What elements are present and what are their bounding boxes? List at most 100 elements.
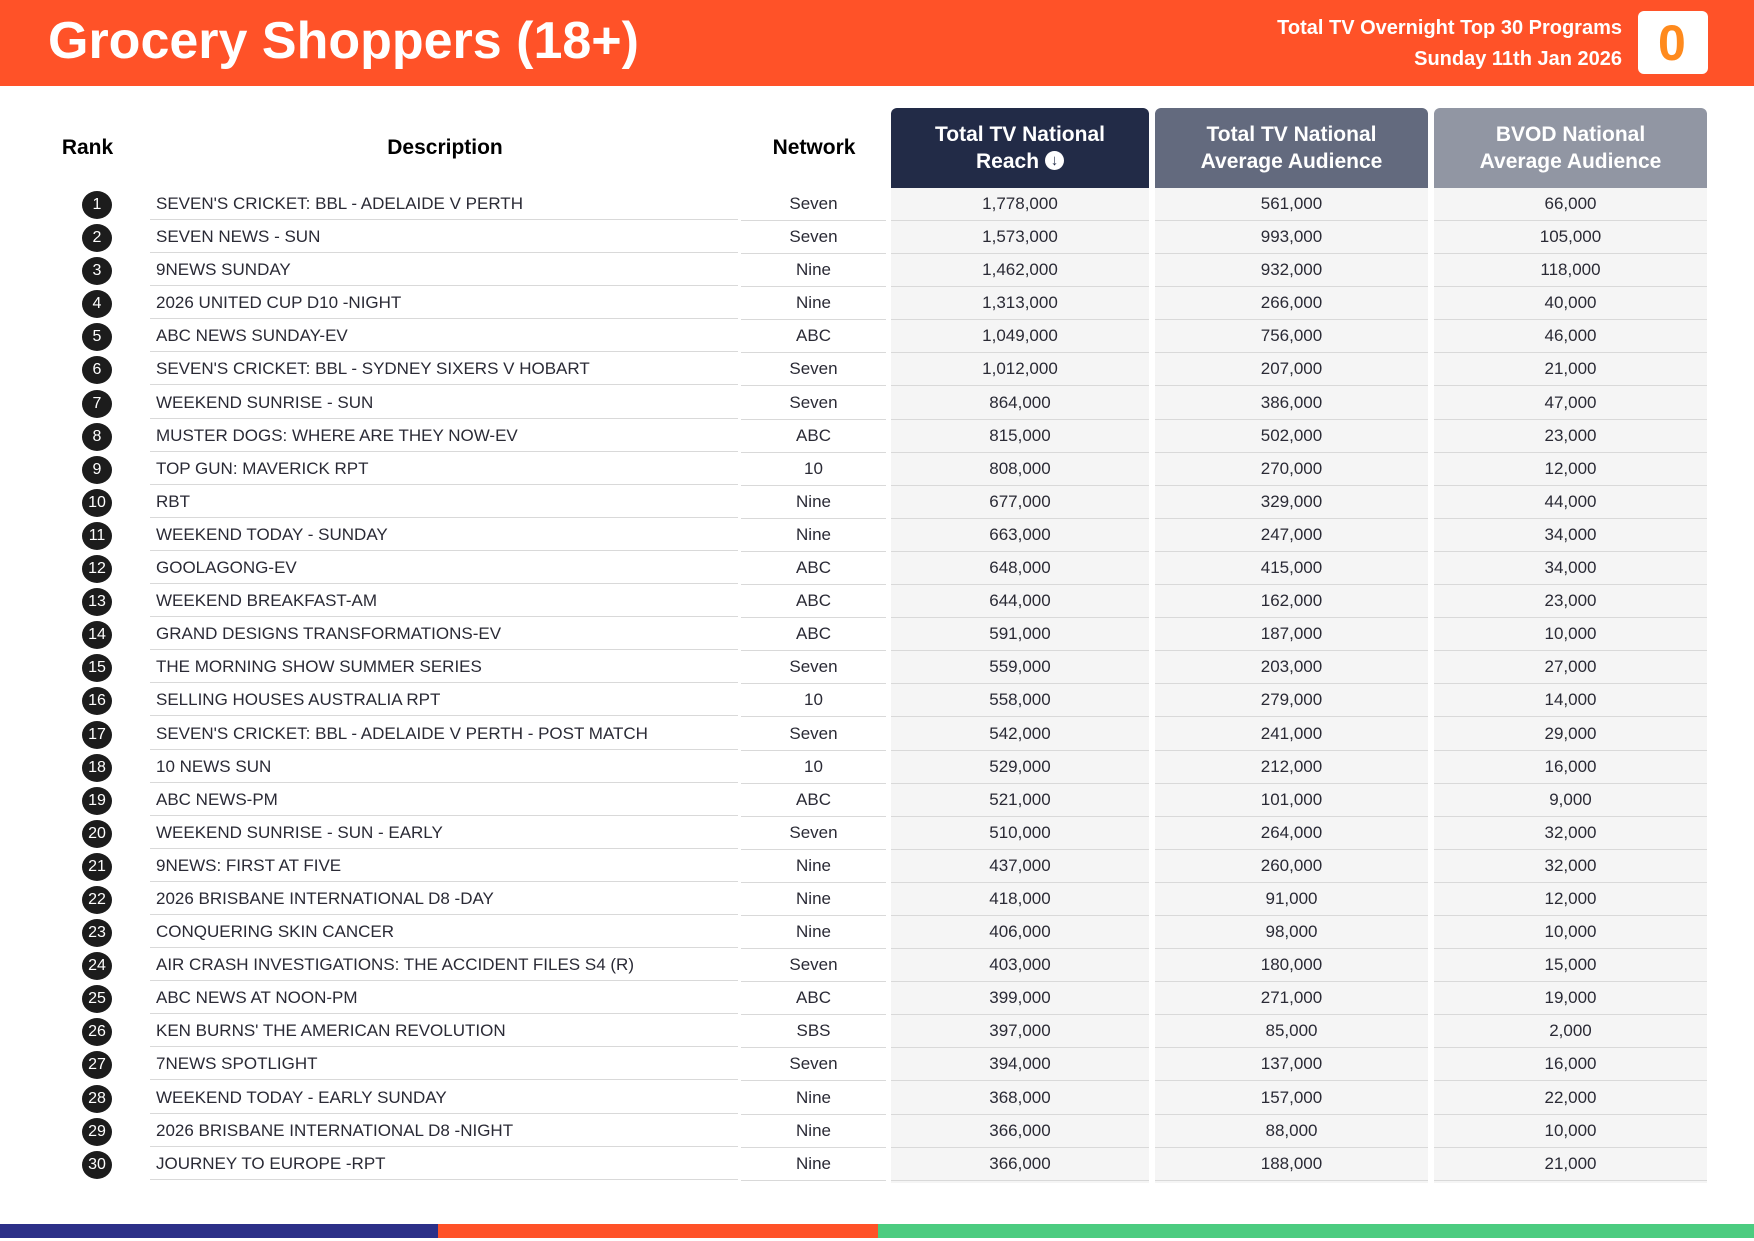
bvod-audience-cell: 44,000: [1434, 486, 1707, 519]
average-audience-cell: 212,000: [1155, 751, 1428, 784]
program-description: 7NEWS SPOTLIGHT: [150, 1048, 738, 1081]
rank-badge: 26: [82, 1018, 112, 1047]
average-audience-cell: 266,000: [1155, 287, 1428, 321]
program-description: KEN BURNS' THE AMERICAN REVOLUTION: [150, 1015, 738, 1048]
average-audience-cell: 85,000: [1155, 1015, 1428, 1049]
column-header-rank: Rank: [61, 136, 114, 159]
average-audience-cell: 203,000: [1155, 651, 1428, 685]
program-description: 10 NEWS SUN: [150, 751, 738, 783]
network-cell: 10: [741, 453, 886, 486]
average-audience-cell: 207,000: [1155, 353, 1428, 387]
table-row: 10 RBT Nine 677,000 329,000 44,000: [0, 486, 1754, 519]
column-header-description: Description: [387, 136, 503, 159]
table-row: 6 SEVEN'S CRICKET: BBL - SYDNEY SIXERS V …: [0, 353, 1754, 387]
network-cell: Seven: [741, 188, 886, 221]
program-description: 2026 BRISBANE INTERNATIONAL D8 -NIGHT: [150, 1115, 738, 1147]
bvod-audience-cell: 14,000: [1434, 684, 1707, 718]
bvod-audience-cell: 34,000: [1434, 519, 1707, 552]
network-cell: Seven: [741, 1048, 886, 1082]
table-row: 2 SEVEN NEWS - SUN Seven 1,573,000 993,000 10…: [0, 221, 1754, 255]
network-cell: Nine: [741, 1115, 886, 1148]
network-cell: Nine: [741, 519, 886, 552]
bvod-audience-cell: 12,000: [1434, 453, 1707, 486]
network-cell: Seven: [741, 387, 886, 420]
column-header-reach[interactable]: Total TV National Reach ↓: [891, 108, 1149, 188]
table-row: 21 9NEWS: FIRST AT FIVE Nine 437,000 260,000…: [0, 850, 1754, 883]
subtitle-line-report: Total TV Overnight Top 30 Programs: [1277, 17, 1622, 39]
reach-cell: 397,000: [891, 1015, 1149, 1049]
bvod-audience-cell: 19,000: [1434, 982, 1707, 1016]
table-row: 3 9NEWS SUNDAY Nine 1,462,000 932,000 118,000: [0, 254, 1754, 288]
rank-badge: 13: [82, 588, 112, 617]
column-header-average-audience[interactable]: Total TV National Average Audience: [1155, 108, 1428, 188]
table-row: 16 SELLING HOUSES AUSTRALIA RPT 10 558,000 2…: [0, 684, 1754, 718]
bvod-audience-cell: 46,000: [1434, 320, 1707, 354]
reach-cell: 644,000: [891, 585, 1149, 619]
program-description: SEVEN'S CRICKET: BBL - SYDNEY SIXERS V H…: [150, 353, 738, 386]
subtitle-line-date: Sunday 11th Jan 2026: [1414, 48, 1622, 70]
network-cell: Nine: [741, 850, 886, 883]
table-row: 19 ABC NEWS-PM ABC 521,000 101,000 9,000: [0, 784, 1754, 817]
bvod-audience-cell: 32,000: [1434, 817, 1707, 850]
network-cell: SBS: [741, 1015, 886, 1049]
rank-badge: 8: [82, 422, 112, 451]
footer-stripe-navy: [0, 1224, 438, 1238]
program-description: WEEKEND SUNRISE - SUN: [150, 387, 738, 419]
footer-stripe-green: [878, 1224, 1754, 1238]
program-description: SEVEN'S CRICKET: BBL - ADELAIDE V PERTH: [150, 188, 738, 220]
average-audience-cell: 188,000: [1155, 1148, 1428, 1181]
average-audience-cell: 247,000: [1155, 519, 1428, 552]
average-audience-cell: 264,000: [1155, 817, 1428, 850]
bvod-audience-cell: 47,000: [1434, 387, 1707, 420]
page-title: Grocery Shoppers (18+): [48, 12, 639, 70]
column-header-bvod-line2: Average Audience: [1479, 150, 1662, 173]
bvod-audience-cell: 23,000: [1434, 420, 1707, 453]
reach-cell: 1,313,000: [891, 287, 1149, 321]
average-audience-cell: 932,000: [1155, 254, 1428, 288]
average-audience-cell: 180,000: [1155, 949, 1428, 983]
bvod-audience-cell: 21,000: [1434, 353, 1707, 387]
rank-badge: 25: [82, 985, 112, 1014]
average-audience-cell: 329,000: [1155, 486, 1428, 519]
reach-cell: 1,462,000: [891, 254, 1149, 288]
bvod-audience-cell: 10,000: [1434, 618, 1707, 652]
column-header-bvod[interactable]: BVOD National Average Audience: [1434, 108, 1707, 188]
program-description: TOP GUN: MAVERICK RPT: [150, 453, 738, 485]
average-audience-cell: 561,000: [1155, 188, 1428, 221]
table-row: 4 2026 UNITED CUP D10 -NIGHT Nine 1,313,000…: [0, 287, 1754, 321]
rank-badge: 12: [82, 555, 112, 584]
program-description: WEEKEND BREAKFAST-AM: [150, 585, 738, 618]
average-audience-cell: 91,000: [1155, 883, 1428, 916]
program-description: WEEKEND TODAY - EARLY SUNDAY: [150, 1082, 738, 1114]
reach-cell: 399,000: [891, 982, 1149, 1016]
reach-column-shade: [891, 188, 1149, 1183]
program-description: WEEKEND SUNRISE - SUN - EARLY: [150, 817, 738, 849]
bvod-audience-cell: 16,000: [1434, 751, 1707, 784]
header-bar: Grocery Shoppers (18+) Total TV Overnigh…: [0, 0, 1754, 86]
table-row: 5 ABC NEWS SUNDAY-EV ABC 1,049,000 756,000 46…: [0, 320, 1754, 354]
table-row: 29 2026 BRISBANE INTERNATIONAL D8 -NIGHT N…: [0, 1115, 1754, 1148]
table-row: 1 SEVEN'S CRICKET: BBL - ADELAIDE V PERTH…: [0, 188, 1754, 221]
average-audience-cell: 993,000: [1155, 221, 1428, 255]
average-audience-cell: 386,000: [1155, 387, 1428, 420]
reach-cell: 1,012,000: [891, 353, 1149, 387]
average-audience-cell: 502,000: [1155, 420, 1428, 453]
table-row: 30 JOURNEY TO EUROPE -RPT Nine 366,000 188,0…: [0, 1148, 1754, 1181]
reach-cell: 529,000: [891, 751, 1149, 784]
program-description: 2026 BRISBANE INTERNATIONAL D8 -DAY: [150, 883, 738, 915]
rank-badge: 20: [82, 819, 112, 848]
column-header-network: Network: [772, 136, 856, 159]
table-row: 17 SEVEN'S CRICKET: BBL - ADELAIDE V PERT…: [0, 718, 1754, 751]
average-audience-cell: 88,000: [1155, 1115, 1428, 1148]
bvod-audience-cell: 29,000: [1434, 718, 1707, 751]
network-cell: Seven: [741, 353, 886, 387]
program-description: ABC NEWS AT NOON-PM: [150, 982, 738, 1015]
avg-column-shade: [1155, 188, 1428, 1183]
column-header-reach-line2: Reach: [975, 150, 1040, 173]
bvod-audience-cell: 9,000: [1434, 784, 1707, 817]
program-description: RBT: [150, 486, 738, 518]
column-header-reach-line1: Total TV National: [935, 123, 1105, 146]
rank-badge: 24: [82, 952, 112, 981]
rank-badge: 4: [82, 290, 112, 319]
rank-badge: 7: [82, 389, 112, 418]
